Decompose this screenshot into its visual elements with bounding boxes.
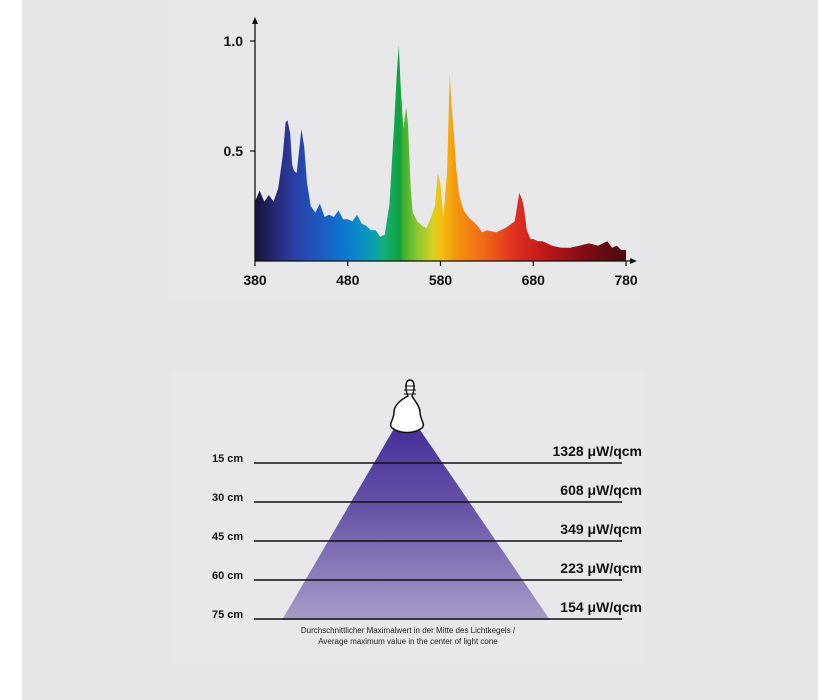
irradiance-row: 60 cm 223 μW/qcm xyxy=(212,560,642,582)
spectrum-chart-panel: 380 480 580 680 780 0.5 1.0 xyxy=(168,0,640,300)
cone-caption-line1: Durchschnittlicher Maximalwert in der Mi… xyxy=(301,626,516,635)
x-tick-label: 480 xyxy=(336,272,360,288)
distance-label: 45 cm xyxy=(212,531,243,543)
irradiance-value: 223 μW/qcm xyxy=(560,560,642,576)
irradiance-row: 45 cm 349 μW/qcm xyxy=(212,521,642,543)
x-axis-arrow xyxy=(630,258,637,264)
irradiance-value: 1328 μW/qcm xyxy=(553,443,643,459)
x-tick-label: 380 xyxy=(243,272,267,288)
light-cone xyxy=(282,427,550,620)
spectrum-area xyxy=(255,45,626,262)
distance-label: 30 cm xyxy=(212,492,243,504)
y-axis-arrow xyxy=(252,17,258,24)
distance-label: 75 cm xyxy=(212,609,243,621)
cone-caption-line2: Average maximum value in the center of l… xyxy=(318,637,498,646)
irradiance-row: 75 cm 154 μW/qcm xyxy=(212,599,642,621)
distance-label: 15 cm xyxy=(212,453,243,465)
x-axis-ticks: 380 480 580 680 780 xyxy=(243,261,638,288)
y-tick-label: 1.0 xyxy=(224,33,244,49)
x-tick-label: 680 xyxy=(522,272,546,288)
x-tick-label: 780 xyxy=(614,272,638,288)
irradiance-rows: 15 cm 1328 μW/qcm 30 cm 608 μW/qcm 45 cm 349 … xyxy=(212,443,642,621)
irradiance-value: 349 μW/qcm xyxy=(560,521,642,537)
irradiance-row: 30 cm 608 μW/qcm xyxy=(212,482,642,504)
irradiance-cone-panel: 15 cm 1328 μW/qcm 30 cm 608 μW/qcm 45 cm 349 … xyxy=(172,372,644,662)
irradiance-row: 15 cm 1328 μW/qcm xyxy=(212,443,642,465)
irradiance-value: 608 μW/qcm xyxy=(560,482,642,498)
irradiance-value: 154 μW/qcm xyxy=(560,599,642,615)
lamp-bulb-icon xyxy=(389,379,425,434)
distance-label: 60 cm xyxy=(212,570,243,582)
spectrum-chart: 380 480 580 680 780 0.5 1.0 xyxy=(224,17,638,288)
x-tick-label: 580 xyxy=(429,272,453,288)
y-axis-ticks: 0.5 1.0 xyxy=(224,33,255,159)
irradiance-cone-chart: 15 cm 1328 μW/qcm 30 cm 608 μW/qcm 45 cm 349 … xyxy=(212,379,642,646)
y-tick-label: 0.5 xyxy=(224,143,244,159)
chart-axes xyxy=(252,17,637,264)
